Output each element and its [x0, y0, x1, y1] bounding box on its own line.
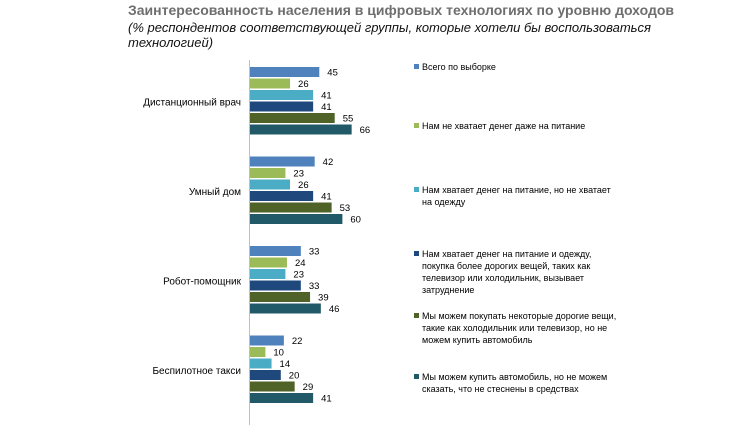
data-label: 39	[318, 293, 329, 304]
data-label: 66	[360, 125, 371, 136]
chart-subtitle: (% респондентов соответствующей группы, …	[128, 20, 651, 50]
data-label: 24	[295, 258, 306, 269]
data-label: 46	[329, 304, 340, 315]
legend-item: Мы можем покупать некоторые дорогие вещи…	[414, 311, 616, 345]
data-label: 14	[280, 359, 291, 370]
legend-swatch	[414, 123, 419, 128]
data-label: 45	[327, 68, 338, 79]
bar	[250, 78, 291, 89]
bar	[250, 347, 266, 357]
bar	[250, 67, 320, 77]
data-label: 33	[309, 281, 320, 292]
data-label: 23	[293, 169, 304, 180]
data-label: 42	[323, 157, 334, 168]
legend-item: Мы можем купить автомобиль, но не можем с…	[414, 372, 607, 394]
data-label: 41	[321, 91, 332, 102]
bar	[250, 246, 301, 256]
legend-label: Нам хватает денег на питание, но не хват…	[422, 185, 611, 207]
data-label: 41	[321, 102, 332, 113]
bar	[250, 269, 286, 279]
data-label: 60	[350, 215, 361, 226]
data-label: 33	[309, 247, 320, 258]
data-label: 26	[298, 180, 309, 191]
category-label: Робот-помощник	[163, 276, 242, 288]
bar	[250, 90, 314, 100]
data-label: 29	[303, 382, 314, 393]
legend-swatch	[414, 187, 419, 192]
bar	[250, 191, 314, 201]
category-label: Беспилотное такси	[152, 366, 241, 377]
bar	[250, 280, 301, 291]
legend: Всего по выборке Нам не хватает денег даж…	[414, 62, 616, 394]
bar	[250, 358, 272, 369]
legend-item: Нам хватает денег на питание, но не хват…	[414, 185, 611, 207]
bar	[250, 257, 287, 268]
bar	[250, 303, 321, 314]
data-label: 41	[321, 192, 332, 203]
category-label: Умный дом	[189, 187, 241, 198]
legend-label: Мы можем покупать некоторые дорогие вещи…	[422, 311, 616, 345]
data-label: 26	[298, 79, 309, 90]
data-label: 22	[292, 336, 303, 347]
bar	[250, 381, 295, 392]
bar	[250, 156, 315, 167]
legend-item: Нам хватает денег на питание и одежду, по…	[414, 249, 591, 295]
legend-label: Нам не хватает денег даже на питание	[422, 121, 585, 131]
data-label: 55	[343, 114, 354, 125]
legend-item: Нам не хватает денег даже на питание	[414, 121, 585, 131]
bar	[250, 214, 343, 224]
data-label: 20	[289, 371, 300, 382]
legend-label: Всего по выборке	[422, 62, 496, 72]
data-label: 10	[273, 348, 284, 359]
bar	[250, 370, 281, 380]
bar	[250, 168, 286, 178]
legend-swatch	[414, 313, 419, 318]
bar	[250, 124, 352, 135]
legend-swatch	[414, 251, 419, 256]
bar	[250, 335, 284, 346]
legend-item: Всего по выборке	[414, 62, 496, 72]
data-label: 53	[340, 203, 351, 214]
data-label: 41	[321, 394, 332, 405]
legend-label: Мы можем купить автомобиль, но не можем с…	[422, 372, 607, 394]
legend-swatch	[414, 64, 419, 69]
category-label: Дистанционный врач	[143, 98, 241, 109]
bar	[250, 179, 291, 190]
chart-title: Заинтересованность населения в цифровых …	[128, 2, 675, 18]
legend-label: Нам хватает денег на питание и одежду, по…	[422, 249, 591, 295]
legend-swatch	[414, 374, 419, 379]
bar	[250, 393, 314, 403]
data-label: 23	[293, 270, 304, 281]
bar	[250, 101, 314, 112]
bar	[250, 292, 311, 302]
bar	[250, 202, 332, 213]
bar	[250, 113, 335, 123]
